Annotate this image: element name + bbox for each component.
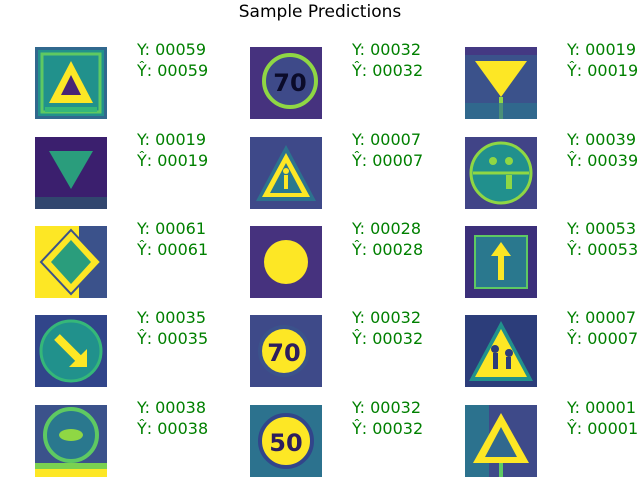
predicted-label: Ŷ: 00038 — [137, 419, 209, 438]
yield-sign-icon — [465, 47, 537, 119]
svg-text:50: 50 — [269, 429, 302, 457]
sample-cell: Y: 00035 Ŷ: 00035 — [35, 308, 235, 391]
speed-70-sign-icon: 70 — [250, 47, 322, 119]
sample-cell: Y: 00019 Ŷ: 00019 — [465, 40, 640, 123]
svg-text:70: 70 — [267, 339, 300, 367]
predicted-label: Ŷ: 00007 — [352, 151, 424, 170]
shared-path-sign-icon — [465, 137, 537, 209]
svg-text:70: 70 — [273, 69, 306, 97]
sample-cell: Y: 00019 Ŷ: 00019 — [35, 130, 235, 213]
sample-cell: Y: 00053 Ŷ: 00053 — [465, 219, 640, 302]
true-label: Y: 00039 — [567, 130, 637, 149]
figure-title: Sample Predictions — [238, 2, 402, 22]
speed-50-sign-icon: 50 — [250, 405, 322, 477]
predicted-label: Ŷ: 00059 — [137, 61, 209, 80]
predicted-label: Ŷ: 00019 — [137, 151, 209, 170]
sample-cell: 70 Y: 00032 Ŷ: 00032 — [250, 40, 450, 123]
predicted-label: Ŷ: 00053 — [567, 240, 639, 259]
true-label: Y: 00019 — [567, 40, 637, 59]
pedestrian-warning-sign-icon — [250, 137, 322, 209]
yield-sign-icon — [35, 137, 107, 209]
sample-cell: 70 Y: 00032 Ŷ: 00032 — [250, 308, 450, 391]
true-label: Y: 00007 — [567, 308, 637, 327]
true-label: Y: 00028 — [352, 219, 422, 238]
children-warning-sign-icon — [465, 315, 537, 387]
predicted-label: Ŷ: 00007 — [567, 329, 639, 348]
predicted-label: Ŷ: 00032 — [352, 61, 424, 80]
true-label: Y: 00035 — [137, 308, 207, 327]
sample-cell: Y: 00007 Ŷ: 00007 — [250, 130, 450, 213]
sample-cell: Y: 00061 Ŷ: 00061 — [35, 219, 235, 302]
predicted-label: Ŷ: 00032 — [352, 329, 424, 348]
true-label: Y: 00032 — [352, 398, 422, 417]
sample-cell: Y: 00007 Ŷ: 00007 — [465, 308, 640, 391]
predicted-label: Ŷ: 00019 — [567, 61, 639, 80]
sample-cell: Y: 00028 Ŷ: 00028 — [250, 219, 450, 302]
true-label: Y: 00061 — [137, 219, 207, 238]
no-overtaking-sign-icon — [35, 405, 107, 477]
predicted-label: Ŷ: 00035 — [137, 329, 209, 348]
predicted-label: Ŷ: 00032 — [352, 419, 424, 438]
predicted-label: Ŷ: 00039 — [567, 151, 639, 170]
sample-cell: Y: 00039 Ŷ: 00039 — [465, 130, 640, 213]
priority-road-sign-icon — [35, 226, 107, 298]
true-label: Y: 00059 — [137, 40, 207, 59]
true-label: Y: 00053 — [567, 219, 637, 238]
true-label: Y: 00007 — [352, 130, 422, 149]
keep-right-arrow-sign-icon — [35, 315, 107, 387]
sample-cell: Y: 00059 Ŷ: 00059 — [35, 40, 235, 123]
true-label: Y: 00032 — [352, 308, 422, 327]
sample-cell: Y: 00038 Ŷ: 00038 — [35, 398, 235, 481]
predicted-label: Ŷ: 00001 — [567, 419, 639, 438]
sample-cell: Y: 00001 Ŷ: 00001 — [465, 398, 640, 481]
true-label: Y: 00001 — [567, 398, 637, 417]
predicted-label: Ŷ: 00061 — [137, 240, 209, 259]
one-way-arrow-sign-icon — [465, 226, 537, 298]
true-label: Y: 00032 — [352, 40, 422, 59]
round-sign-icon — [250, 226, 322, 298]
true-label: Y: 00019 — [137, 130, 207, 149]
warning-triangle-sign-icon — [35, 47, 107, 119]
sample-cell: 50 Y: 00032 Ŷ: 00032 — [250, 398, 450, 481]
warning-triangle-sign-icon — [465, 405, 537, 477]
speed-70-sign-icon: 70 — [250, 315, 322, 387]
true-label: Y: 00038 — [137, 398, 207, 417]
predicted-label: Ŷ: 00028 — [352, 240, 424, 259]
